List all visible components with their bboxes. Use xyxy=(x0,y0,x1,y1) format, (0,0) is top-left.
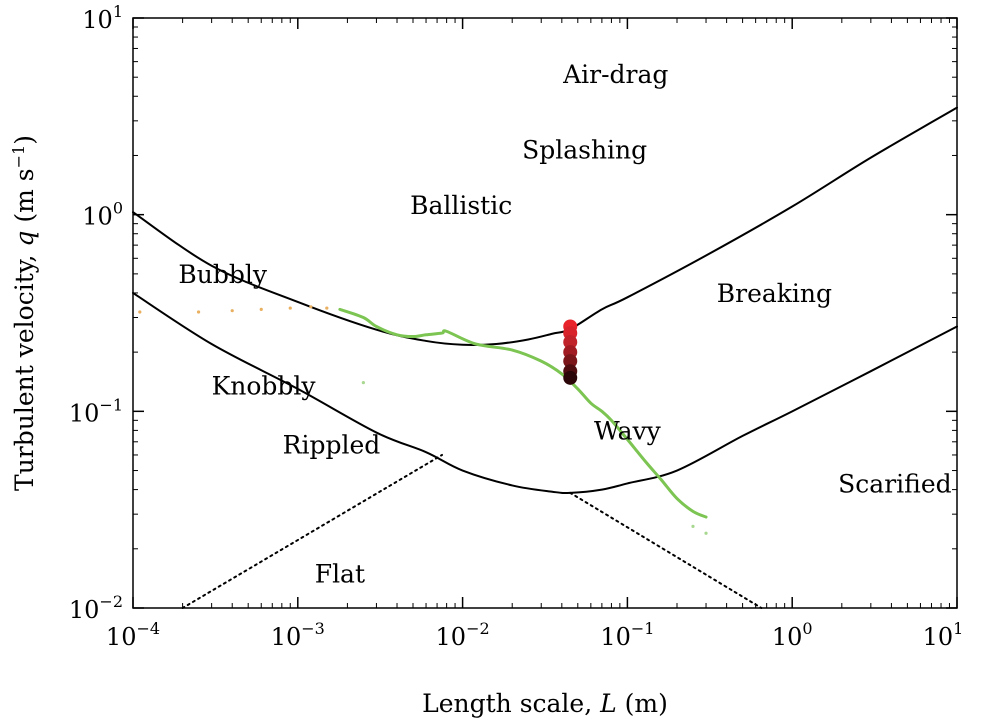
regime-label-knobbly: Knobbly xyxy=(212,372,317,401)
y-tick-label-3: 101 xyxy=(82,2,123,34)
regime-label-scarified: Scarified xyxy=(838,469,951,498)
series-5-dot-1 xyxy=(196,310,201,314)
series-4-line xyxy=(338,307,708,519)
x-tick-label-4: 100 xyxy=(772,619,813,651)
series-5-dot-0 xyxy=(138,310,142,314)
series-6-dot-1 xyxy=(704,531,708,535)
series-5-dot-3 xyxy=(259,307,263,311)
y-tick-label-0: 10−2 xyxy=(69,592,123,624)
x-tick-label-0: 10−4 xyxy=(106,619,160,651)
series-5-dot-2 xyxy=(230,309,234,313)
series-5-dot-6 xyxy=(325,306,329,310)
x-tick-label-2: 10−2 xyxy=(436,619,490,651)
series-5-dot-5 xyxy=(309,305,313,309)
y-axis-label: Turbulent velocity, q (m s−1) xyxy=(9,135,40,491)
x-tick-label-3: 10−1 xyxy=(600,619,654,651)
series-3-line xyxy=(569,491,763,609)
regime-label-ballistic: Ballistic xyxy=(410,191,512,220)
series-5-dot-4 xyxy=(288,306,292,310)
regime-label-flat: Flat xyxy=(315,559,365,588)
y-tick-label-2: 100 xyxy=(82,199,123,231)
marker-point-4 xyxy=(563,354,578,369)
regime-labels: Air-drag Splashing Ballistic Bubbly Breaking… xyxy=(178,60,951,589)
regime-label-rippled: Rippled xyxy=(283,430,381,459)
regime-label-splashing: Splashing xyxy=(522,135,647,164)
y-tick-label-1: 10−1 xyxy=(69,395,123,427)
regime-boundary-curves xyxy=(132,106,958,609)
regime-label-wavy: Wavy xyxy=(594,416,662,445)
axis-ticks: 10−4 10−3 10−2 10−1 100 101 10−2 10−1 100 101 xyxy=(69,2,964,651)
series-2-line xyxy=(181,453,444,609)
series-6-dot-0 xyxy=(691,524,695,528)
measurement-markers xyxy=(563,319,578,385)
x-tick-label-1: 10−3 xyxy=(271,619,325,651)
plot-frame xyxy=(132,17,958,609)
x-tick-label-5: 101 xyxy=(923,619,964,651)
series-0-line xyxy=(132,106,958,346)
regime-label-bubbly: Bubbly xyxy=(178,260,267,289)
regime-label-breaking: Breaking xyxy=(717,279,832,308)
series-6-dot-2 xyxy=(361,380,365,385)
marker-point-2 xyxy=(563,335,578,350)
series-1-line xyxy=(132,291,958,495)
marker-point-6 xyxy=(563,370,578,385)
regime-label-air-drag: Air-drag xyxy=(562,60,668,89)
x-axis-label: Length scale, L (m) xyxy=(422,689,668,718)
